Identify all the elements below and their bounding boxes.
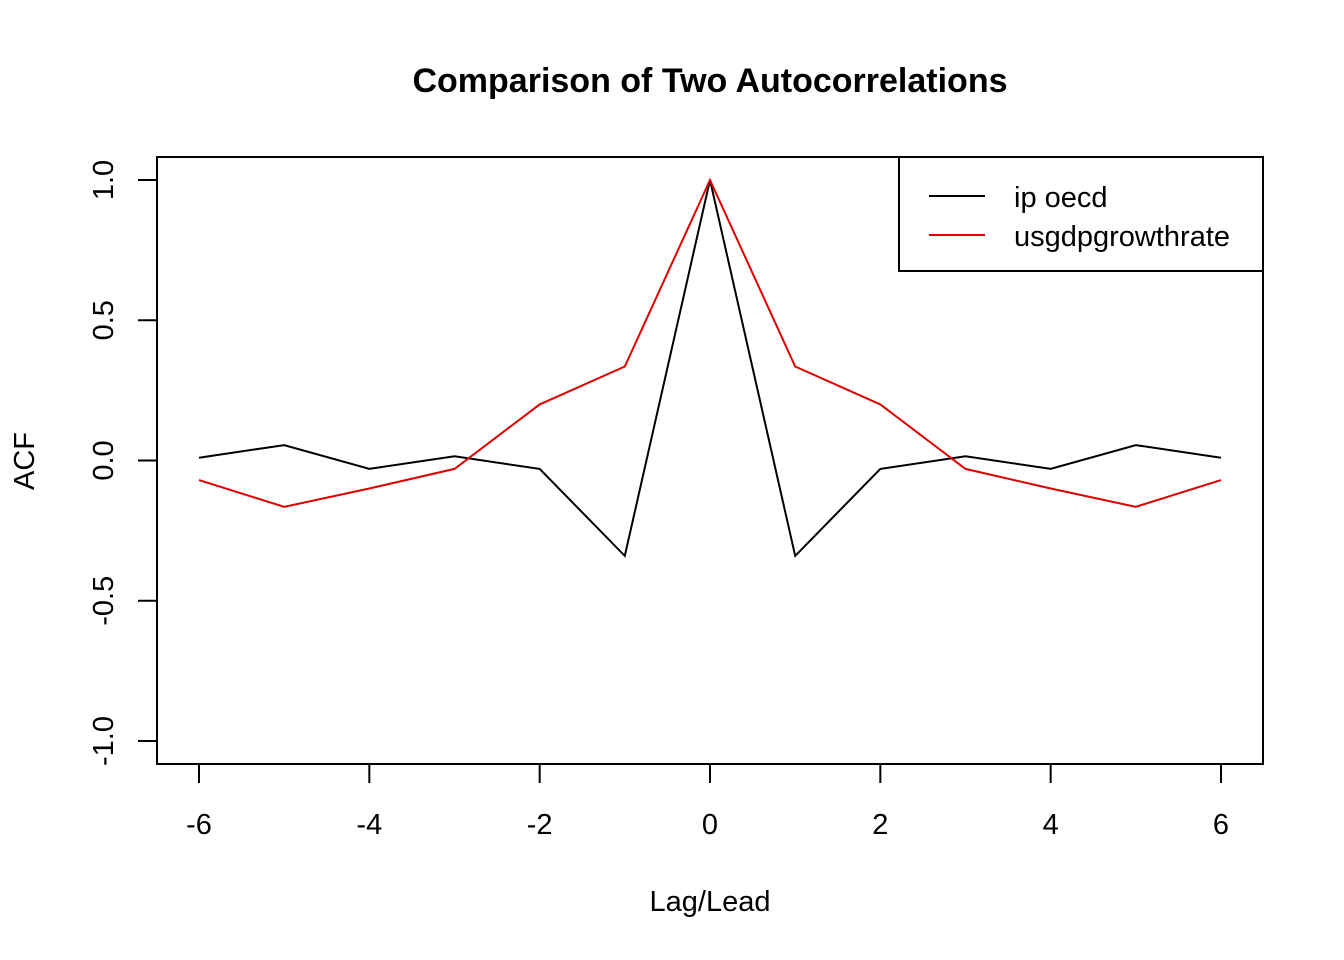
chart-title: Comparison of Two Autocorrelations bbox=[412, 62, 1007, 100]
x-tick-label: -4 bbox=[356, 809, 382, 841]
series-line-usgdpgrowthrate bbox=[198, 177, 1222, 508]
y-tick-label: 1.0 bbox=[88, 160, 120, 200]
y-tick-label: 0.5 bbox=[88, 300, 120, 340]
x-tick-label: 4 bbox=[1043, 809, 1059, 841]
x-tick-label: -6 bbox=[186, 809, 212, 841]
y-axis-label: ACF bbox=[9, 432, 41, 490]
series-layer bbox=[198, 177, 1222, 558]
legend-box bbox=[898, 156, 1264, 272]
x-axis-label: Lag/Lead bbox=[650, 886, 771, 918]
x-axis: -6 -4 -2 0 2 4 6 bbox=[186, 763, 1229, 841]
x-tick-label: -2 bbox=[527, 809, 553, 841]
y-tick-label: -1.0 bbox=[88, 716, 120, 766]
y-tick-label: 0.0 bbox=[88, 440, 120, 480]
legend-label-usgdpgrowthrate: usgdpgrowthrate bbox=[1014, 221, 1230, 253]
legend-label-ip-oecd: ip oecd bbox=[1014, 182, 1108, 214]
legend: ip oecd usgdpgrowthrate bbox=[898, 156, 1264, 272]
y-axis: -1.0 -0.5 0.0 0.5 1.0 bbox=[88, 160, 158, 766]
x-tick-label: 6 bbox=[1213, 809, 1229, 841]
x-tick-label: 2 bbox=[872, 809, 888, 841]
y-tick-label: -0.5 bbox=[88, 576, 120, 626]
x-tick-label: 0 bbox=[702, 809, 718, 841]
